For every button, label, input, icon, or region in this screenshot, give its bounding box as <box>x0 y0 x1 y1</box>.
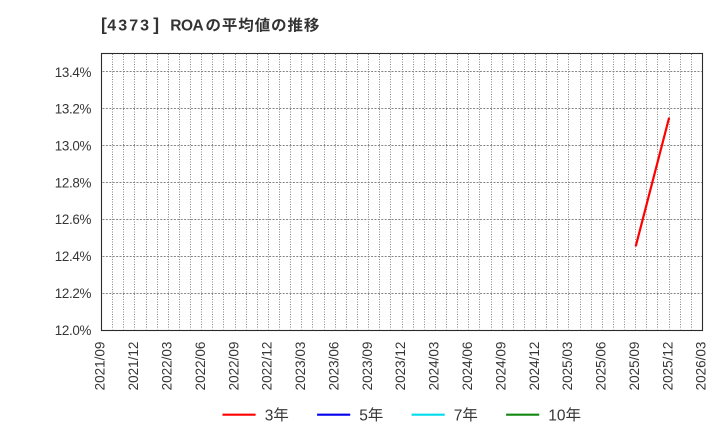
svg-text:2022/06: 2022/06 <box>193 342 208 391</box>
svg-text:2026/03: 2026/03 <box>694 342 709 391</box>
svg-text:2025/03: 2025/03 <box>560 342 575 391</box>
svg-text:]: ] <box>153 15 159 35</box>
svg-text:2024/03: 2024/03 <box>427 342 442 391</box>
svg-text:2023/12: 2023/12 <box>393 342 408 391</box>
svg-text:12.4%: 12.4% <box>55 249 92 264</box>
svg-text:3: 3 <box>265 407 274 424</box>
svg-text:2021/12: 2021/12 <box>126 342 141 391</box>
svg-text:2025/09: 2025/09 <box>627 342 642 391</box>
svg-text:ROA: ROA <box>170 18 203 35</box>
svg-text:12.8%: 12.8% <box>55 175 92 190</box>
svg-text:2024/09: 2024/09 <box>493 342 508 391</box>
svg-text:[: [ <box>101 15 107 35</box>
svg-text:2024/06: 2024/06 <box>460 342 475 391</box>
svg-text:4373: 4373 <box>107 18 151 35</box>
svg-text:13.4%: 13.4% <box>55 65 92 80</box>
svg-text:2023/03: 2023/03 <box>293 342 308 391</box>
svg-text:2025/12: 2025/12 <box>660 342 675 391</box>
svg-text:12.0%: 12.0% <box>55 323 92 338</box>
svg-text:5: 5 <box>359 407 368 424</box>
svg-text:2023/06: 2023/06 <box>326 342 341 391</box>
svg-text:13.0%: 13.0% <box>55 139 92 154</box>
svg-text:2021/09: 2021/09 <box>93 342 108 391</box>
svg-text:10: 10 <box>548 407 566 424</box>
svg-text:7: 7 <box>454 407 463 424</box>
svg-text:2025/06: 2025/06 <box>594 342 609 391</box>
svg-text:2022/03: 2022/03 <box>159 342 174 391</box>
svg-text:2023/09: 2023/09 <box>360 342 375 391</box>
svg-text:2022/09: 2022/09 <box>226 342 241 391</box>
svg-text:13.2%: 13.2% <box>55 102 92 117</box>
svg-text:2024/12: 2024/12 <box>527 342 542 391</box>
svg-text:12.2%: 12.2% <box>55 286 92 301</box>
svg-text:2022/12: 2022/12 <box>260 342 275 391</box>
svg-text:12.6%: 12.6% <box>55 212 92 227</box>
